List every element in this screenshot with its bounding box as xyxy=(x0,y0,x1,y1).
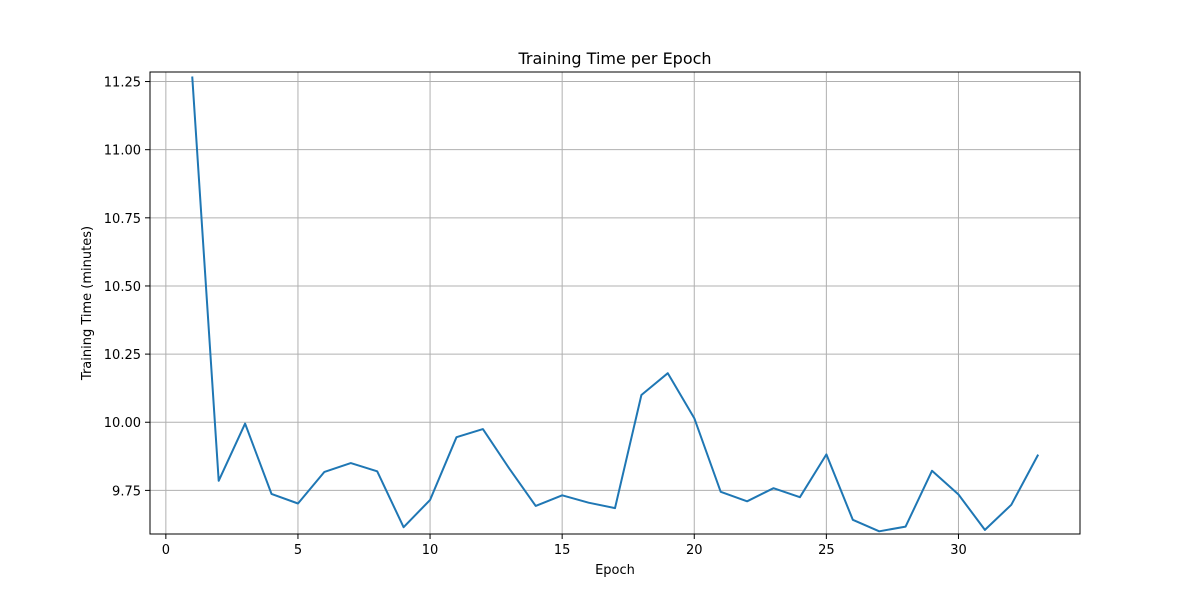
y-tick-label: 11.25 xyxy=(104,76,141,91)
chart-title: Training Time per Epoch xyxy=(517,49,711,68)
x-tick-label: 0 xyxy=(162,543,170,558)
x-axis-label: Epoch xyxy=(595,563,635,578)
y-tick-label: 10.25 xyxy=(104,348,141,363)
y-tick-label: 11.00 xyxy=(104,144,141,159)
y-tick-label: 10.00 xyxy=(104,416,141,431)
y-tick-label: 9.75 xyxy=(112,484,141,499)
y-axis-ticks: 9.75 10.00 10.25 10.50 10.75 11.00 11.25 xyxy=(104,76,150,499)
data-series xyxy=(191,76,1040,533)
x-axis-ticks: 0 5 10 15 20 25 30 xyxy=(162,534,967,558)
x-tick-label: 5 xyxy=(294,543,302,558)
x-tick-label: 30 xyxy=(950,543,967,558)
plot-area-frame xyxy=(149,71,1081,535)
y-tick-label: 10.75 xyxy=(104,212,141,227)
y-tick-label: 10.50 xyxy=(104,280,141,295)
series-line xyxy=(191,76,1040,533)
x-tick-label: 20 xyxy=(686,543,703,558)
x-tick-label: 10 xyxy=(422,543,439,558)
x-tick-label: 25 xyxy=(818,543,835,558)
grid-lines xyxy=(150,72,1080,534)
x-tick-label: 15 xyxy=(554,543,571,558)
y-axis-label: Training Time (minutes) xyxy=(80,226,95,381)
